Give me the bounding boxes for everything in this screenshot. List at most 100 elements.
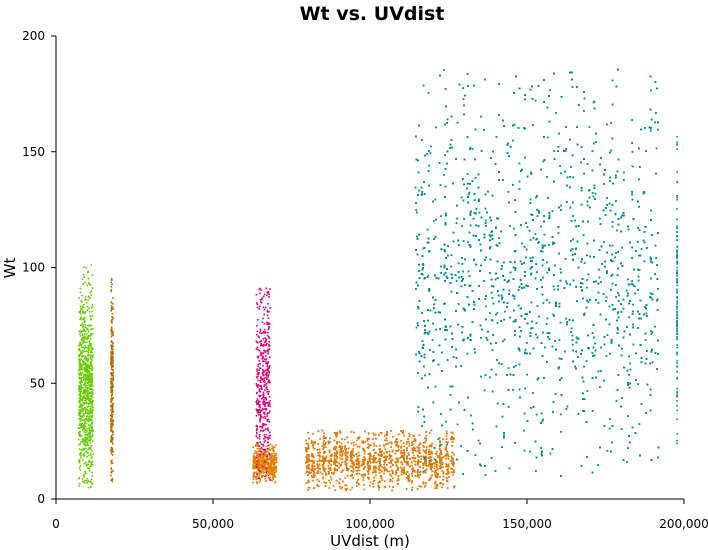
data-point [260,467,263,469]
data-point [257,363,260,366]
data-point [321,465,324,467]
data-point [78,399,81,402]
data-point [84,382,86,385]
data-point [430,456,433,459]
data-point [88,467,91,470]
data-point [85,436,88,439]
data-point [357,467,359,469]
data-point [91,433,94,435]
data-point [396,438,398,440]
data-point [78,438,80,441]
data-point [256,368,258,371]
data-point [424,437,426,440]
data-point [447,454,449,456]
data-point [418,471,421,474]
data-point [261,469,263,472]
data-point [334,448,337,450]
data-point [333,452,336,454]
data-point [92,328,94,330]
data-point [90,415,92,418]
data-point [83,427,85,429]
data-point [391,458,394,461]
data-point [307,467,309,469]
data-point [418,476,420,479]
data-point [310,440,313,442]
data-point [451,457,453,459]
data-point [442,472,445,474]
data-point [400,473,403,476]
data-point [363,448,365,451]
data-point [86,406,89,408]
data-point [81,322,84,324]
data-point [82,390,85,392]
data-point [111,329,113,332]
data-point [79,415,81,417]
data-point [259,463,261,465]
data-point [82,310,84,313]
data-point [383,452,385,455]
data-point [260,301,263,304]
data-point [372,468,375,471]
data-point [86,364,89,366]
data-point [380,432,383,434]
data-point [269,449,272,451]
data-point [397,468,399,471]
data-point [81,398,84,401]
data-point [86,444,88,446]
data-point [369,466,371,469]
data-point [414,440,417,442]
data-point [80,378,83,381]
data-point [81,355,84,357]
data-point [78,345,80,347]
data-point [396,459,399,461]
data-point [267,374,270,377]
data-point [89,374,91,377]
data-point [255,460,258,462]
data-point [268,371,270,374]
data-point [84,344,86,347]
data-point [268,345,270,348]
data-point [85,390,87,392]
data-point [402,455,404,457]
data-point [433,465,436,467]
data-point [83,367,85,370]
data-point [81,415,84,418]
data-point [256,409,259,411]
data-point [446,450,448,453]
data-point [91,306,94,308]
data-point [110,440,112,442]
data-point [428,479,430,481]
data-point [257,445,259,448]
data-point [256,391,258,394]
data-point [259,287,262,290]
data-point [87,392,90,395]
data-point [86,341,88,343]
data-point [88,384,90,386]
data-point [318,463,321,466]
data-point [79,317,82,320]
data-point [91,434,94,437]
data-point [256,482,258,485]
data-point [111,449,114,451]
data-point [261,321,264,323]
data-point [260,289,263,292]
data-point [259,328,262,331]
data-point [111,355,114,358]
data-point [81,407,83,410]
data-point [272,452,275,455]
data-point [265,474,267,476]
data-point [87,448,89,451]
data-point [318,448,321,451]
data-point [81,438,84,441]
data-point [259,470,261,473]
data-point [265,402,268,404]
data-point [414,460,417,463]
data-point [352,468,355,471]
data-point [82,410,84,412]
data-point [440,457,442,459]
data-point [80,451,82,454]
data-point [336,442,338,445]
data-point [450,471,453,474]
data-point [366,446,369,449]
data-point [78,461,81,464]
